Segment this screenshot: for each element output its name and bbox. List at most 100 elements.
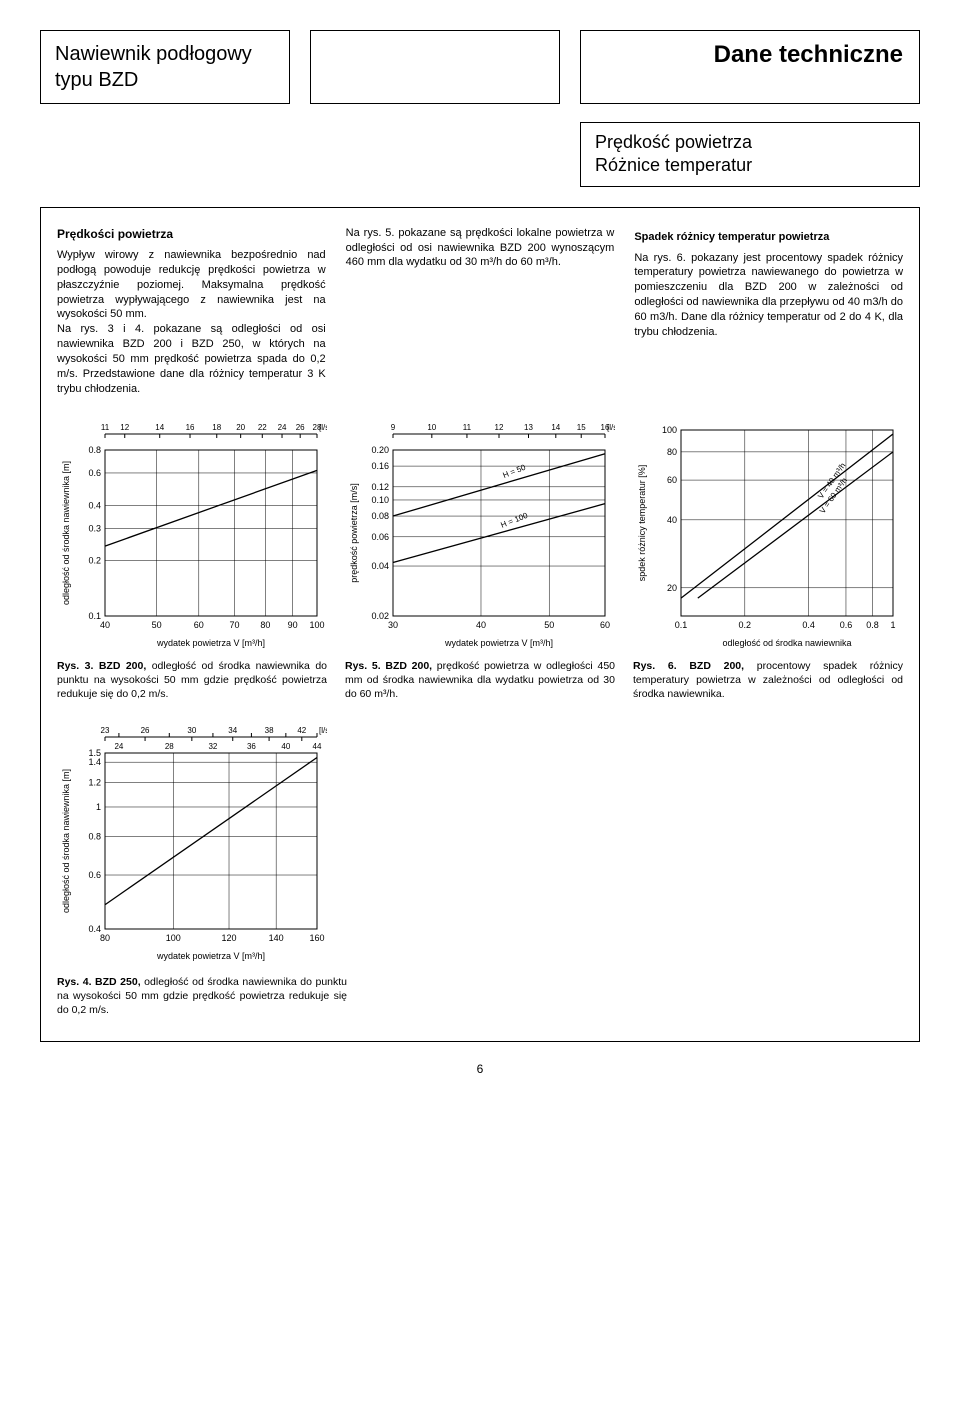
- col3-title: Spadek różnicy temperatur powietrza: [634, 230, 903, 245]
- svg-text:80: 80: [260, 620, 270, 630]
- chart-3: 4050607080901000.10.20.30.40.60.81112141…: [57, 420, 327, 650]
- svg-text:[l/s]: [l/s]: [319, 423, 327, 432]
- svg-text:0.20: 0.20: [371, 445, 389, 455]
- subheader-line2: Różnice temperatur: [595, 155, 752, 175]
- svg-text:0.8: 0.8: [88, 445, 101, 455]
- subheader-line1: Prędkość powietrza: [595, 132, 752, 152]
- col1-title: Prędkości powietrza: [57, 226, 326, 242]
- svg-text:0.04: 0.04: [371, 561, 389, 571]
- svg-text:20: 20: [667, 583, 677, 593]
- svg-text:38: 38: [265, 726, 274, 735]
- text-col-2: Na rys. 5. pokazane są prędkości lokalne…: [346, 226, 615, 397]
- svg-text:1.2: 1.2: [88, 778, 101, 788]
- svg-text:34: 34: [228, 726, 237, 735]
- svg-text:[l/s]: [l/s]: [607, 423, 615, 432]
- svg-text:0.12: 0.12: [371, 482, 389, 492]
- svg-text:60: 60: [194, 620, 204, 630]
- svg-text:14: 14: [551, 423, 560, 432]
- svg-text:0.3: 0.3: [88, 524, 101, 534]
- col2-body: Na rys. 5. pokazane są prędkości lokalne…: [346, 226, 615, 271]
- svg-text:12: 12: [120, 423, 129, 432]
- svg-text:9: 9: [391, 423, 396, 432]
- chart-4: 801001201401600.40.60.811.21.41.52326303…: [57, 723, 327, 963]
- svg-text:80: 80: [100, 933, 110, 943]
- svg-text:1.4: 1.4: [88, 758, 101, 768]
- svg-text:0.2: 0.2: [739, 620, 752, 630]
- svg-text:44: 44: [313, 742, 322, 751]
- svg-text:60: 60: [667, 475, 677, 485]
- header-right-text: Dane techniczne: [714, 41, 903, 68]
- chart-3-cell: 4050607080901000.10.20.30.40.60.81112141…: [57, 420, 327, 650]
- svg-text:1: 1: [890, 620, 895, 630]
- svg-text:22: 22: [258, 423, 267, 432]
- svg-text:0.4: 0.4: [88, 501, 101, 511]
- svg-text:odległość od środka nawiewnika: odległość od środka nawiewnika: [722, 638, 851, 648]
- text-col-1: Prędkości powietrza Wypływ wirowy z nawi…: [57, 226, 326, 397]
- chart-row-1: 40 50 60 70 80 90 100 0.1 0.2 0.3 0.4 0.6 0.8 11 12 14 1…: [57, 420, 903, 650]
- svg-text:0.8: 0.8: [866, 620, 879, 630]
- svg-text:0.4: 0.4: [802, 620, 815, 630]
- main-content-frame: Prędkości powietrza Wypływ wirowy z nawi…: [40, 207, 920, 1042]
- col1-body2: Na rys. 3 i 4. pokazane są odległości od…: [57, 322, 326, 396]
- svg-text:0.1: 0.1: [88, 611, 101, 621]
- chart-6-cell: 0.10.20.40.60.8120406080100V = 40 m³/hV …: [633, 420, 903, 650]
- svg-text:90: 90: [288, 620, 298, 630]
- page-number: 6: [40, 1062, 920, 1076]
- svg-text:odległość od środka nawiewnika: odległość od środka nawiewnika [m]: [61, 769, 71, 913]
- chart-4-cell: 801001201401600.40.60.811.21.41.52326303…: [57, 723, 347, 968]
- svg-text:23: 23: [101, 726, 110, 735]
- caption-4-bold: Rys. 4. BZD 250,: [57, 976, 141, 988]
- svg-text:0.6: 0.6: [88, 468, 101, 478]
- svg-text:11: 11: [463, 423, 472, 432]
- svg-text:30: 30: [388, 620, 398, 630]
- svg-text:0.4: 0.4: [88, 924, 101, 934]
- svg-text:odległość od środka nawiewnika: odległość od środka nawiewnika [m]: [61, 461, 71, 605]
- caption-3-bold: Rys. 3. BZD 200,: [57, 660, 146, 672]
- svg-text:0.16: 0.16: [371, 461, 389, 471]
- svg-text:100: 100: [662, 425, 677, 435]
- svg-text:100: 100: [166, 933, 181, 943]
- caption-4-wrap: Rys. 4. BZD 250, odległość od środka naw…: [57, 976, 347, 1017]
- header-row: Nawiewnik podłogowy typu BZD Dane techni…: [40, 30, 920, 104]
- svg-text:0.02: 0.02: [371, 611, 389, 621]
- svg-text:0.10: 0.10: [371, 495, 389, 505]
- svg-text:26: 26: [141, 726, 150, 735]
- svg-text:16: 16: [186, 423, 195, 432]
- svg-text:0.6: 0.6: [88, 870, 101, 880]
- svg-text:14: 14: [155, 423, 164, 432]
- header-left-line2: typu BZD: [55, 69, 138, 91]
- svg-text:80: 80: [667, 447, 677, 457]
- svg-text:50: 50: [152, 620, 162, 630]
- svg-text:26: 26: [296, 423, 305, 432]
- caption-6: Rys. 6. BZD 200, procentowy spadek różni…: [633, 660, 903, 701]
- svg-text:40: 40: [476, 620, 486, 630]
- chart-5: 304050600.020.040.060.080.100.120.160.20…: [345, 420, 615, 650]
- col1-body: Wypływ wirowy z nawiewnika bezpośrednio …: [57, 248, 326, 322]
- svg-text:11: 11: [101, 423, 110, 432]
- svg-text:70: 70: [229, 620, 239, 630]
- text-columns: Prędkości powietrza Wypływ wirowy z nawi…: [57, 226, 903, 397]
- svg-text:36: 36: [247, 742, 256, 751]
- caption-6-bold: Rys. 6. BZD 200,: [633, 660, 744, 672]
- svg-text:prędkość powietrza [m/s]: prędkość powietrza [m/s]: [349, 484, 359, 584]
- header-left-box: Nawiewnik podłogowy typu BZD: [40, 30, 290, 104]
- svg-text:0.06: 0.06: [371, 532, 389, 542]
- subheader-box: Prędkość powietrza Różnice temperatur: [580, 122, 920, 187]
- svg-text:0.2: 0.2: [88, 556, 101, 566]
- svg-text:120: 120: [221, 933, 236, 943]
- svg-text:wydatek powietrza V [m³/h]: wydatek powietrza V [m³/h]: [156, 638, 265, 648]
- svg-text:[l/s]: [l/s]: [319, 726, 327, 735]
- caption-row-1: Rys. 3. BZD 200, odległość od środka naw…: [57, 660, 903, 701]
- svg-text:0.8: 0.8: [88, 832, 101, 842]
- caption-4: Rys. 4. BZD 250, odległość od środka naw…: [57, 976, 347, 1017]
- svg-text:40: 40: [667, 515, 677, 525]
- svg-text:18: 18: [212, 423, 221, 432]
- svg-text:15: 15: [577, 423, 586, 432]
- svg-text:H = 100: H = 100: [499, 511, 529, 530]
- svg-text:0.1: 0.1: [675, 620, 688, 630]
- header-left-line1: Nawiewnik podłogowy: [55, 43, 252, 65]
- svg-text:12: 12: [495, 423, 504, 432]
- caption-5-bold: Rys. 5. BZD 200,: [345, 660, 432, 672]
- svg-text:40: 40: [100, 620, 110, 630]
- svg-text:0.6: 0.6: [840, 620, 853, 630]
